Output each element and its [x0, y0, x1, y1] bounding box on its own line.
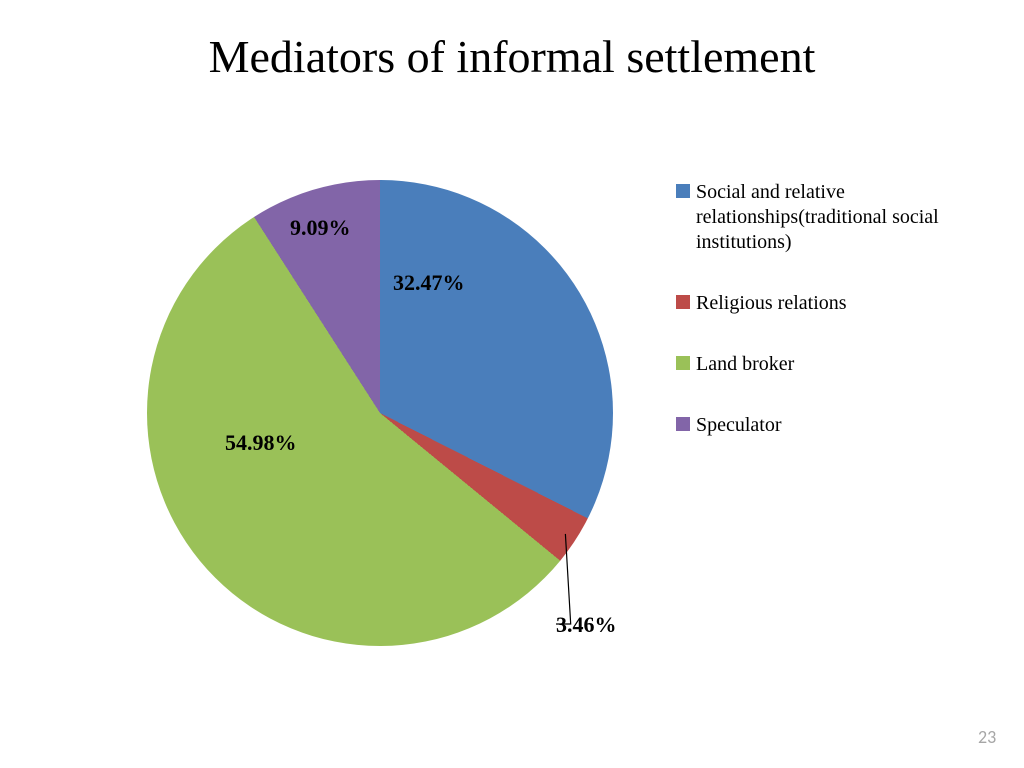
legend-label-social: Social and relative relationships(tradit…	[696, 180, 972, 255]
legend-item-social: Social and relative relationships(tradit…	[676, 180, 976, 255]
page-number: 23	[978, 726, 996, 748]
slice-label-religious: 3.46%	[556, 612, 617, 638]
legend-swatch-landbroker	[676, 356, 690, 370]
legend-label-religious: Religious relations	[696, 291, 847, 316]
legend-item-speculator: Speculator	[676, 413, 976, 438]
legend-swatch-social	[676, 184, 690, 198]
slice-label-landbroker: 54.98%	[225, 430, 297, 456]
legend-item-landbroker: Land broker	[676, 352, 976, 377]
slice-label-social: 32.47%	[393, 270, 465, 296]
legend-swatch-religious	[676, 295, 690, 309]
legend-item-religious: Religious relations	[676, 291, 976, 316]
legend-label-landbroker: Land broker	[696, 352, 794, 377]
legend-swatch-speculator	[676, 417, 690, 431]
pie-chart	[147, 180, 613, 646]
slice-label-speculator: 9.09%	[290, 215, 351, 241]
slide-title: Mediators of informal settlement	[0, 30, 1024, 83]
legend: Social and relative relationships(tradit…	[676, 180, 976, 474]
legend-label-speculator: Speculator	[696, 413, 782, 438]
